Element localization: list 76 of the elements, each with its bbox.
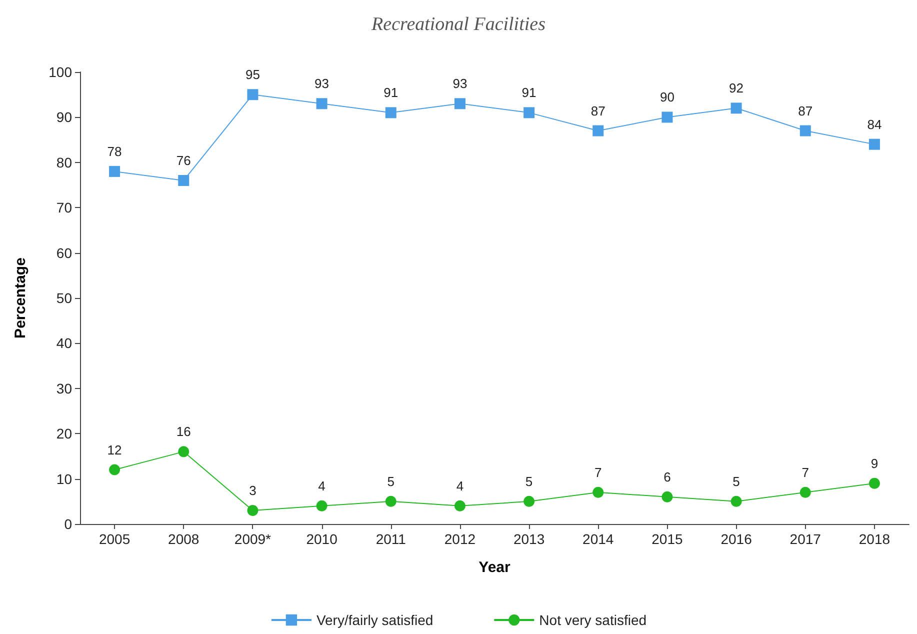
data-label: 87 <box>590 103 606 118</box>
point <box>385 107 396 118</box>
data-label: 76 <box>176 152 191 168</box>
point <box>662 112 673 123</box>
point <box>730 102 742 114</box>
data-label: 4 <box>318 478 326 494</box>
point <box>109 166 120 177</box>
data-label: 5 <box>387 474 394 489</box>
point <box>800 125 811 136</box>
point <box>316 98 328 110</box>
data-label: 3 <box>249 482 256 498</box>
x-tick-label: 2009* <box>234 531 272 547</box>
data-label: 93 <box>314 76 330 92</box>
point <box>385 496 396 507</box>
x-tick-label: 2013 <box>513 531 545 547</box>
x-tick-label: 2012 <box>444 531 476 547</box>
y-axis-title: Percentage <box>12 258 29 338</box>
y-tick-label: 50 <box>56 290 72 306</box>
y-tick-label: 0 <box>64 516 72 532</box>
x-tick-label: 2017 <box>790 531 822 547</box>
data-label: 91 <box>522 85 536 100</box>
data-label: 9 <box>870 456 878 471</box>
data-label: 84 <box>867 116 882 132</box>
point <box>592 486 604 498</box>
point <box>662 491 673 502</box>
y-tick-label: 40 <box>56 335 72 352</box>
point <box>524 107 535 118</box>
data-label: 5 <box>732 474 740 489</box>
x-tick-label: 2018 <box>858 531 890 547</box>
x-tick-label: 2010 <box>306 531 338 547</box>
point <box>800 486 811 498</box>
data-label: 16 <box>176 424 191 440</box>
y-tick-label: 100 <box>48 64 72 80</box>
data-label: 12 <box>107 442 122 458</box>
y-tick-label: 10 <box>56 470 72 487</box>
point <box>178 174 190 186</box>
data-label: 4 <box>456 478 464 494</box>
point <box>454 98 466 110</box>
y-tick-label: 30 <box>56 380 72 396</box>
point <box>316 500 328 512</box>
point <box>247 504 258 516</box>
point <box>868 478 880 489</box>
data-label: 87 <box>798 103 813 118</box>
data-label: 6 <box>664 469 671 484</box>
data-label: 5 <box>525 474 533 489</box>
y-tick-label: 80 <box>56 154 72 170</box>
legend-label: Very/fairly satisfied <box>316 612 434 628</box>
data-label: 91 <box>384 85 398 100</box>
x-tick-label: 2008 <box>168 531 200 547</box>
point <box>868 138 880 150</box>
point <box>730 496 742 507</box>
point <box>109 464 120 476</box>
point <box>524 496 535 507</box>
data-label: 93 <box>452 76 468 92</box>
x-tick-label: 2011 <box>376 531 406 547</box>
data-label: 7 <box>802 464 809 480</box>
point <box>454 500 466 512</box>
data-label: 78 <box>107 144 122 159</box>
y-tick-label: 20 <box>56 426 72 442</box>
x-tick-label: 2014 <box>582 531 614 547</box>
data-label: 90 <box>660 90 674 105</box>
x-tick-label: 2016 <box>720 531 752 547</box>
x-tick-label: 2005 <box>98 531 130 547</box>
data-label: 92 <box>729 80 744 96</box>
y-tick-label: 90 <box>56 109 72 126</box>
x-axis-title: Year <box>478 559 511 576</box>
point <box>592 125 604 136</box>
chart-title: Recreational Facilities <box>370 14 546 35</box>
legend-label: Not very satisfied <box>539 612 647 628</box>
data-label: 7 <box>594 464 602 480</box>
point <box>247 89 258 100</box>
point <box>178 446 190 458</box>
data-label: 95 <box>245 67 260 82</box>
y-tick-label: 60 <box>56 244 72 261</box>
x-tick-label: 2015 <box>652 531 683 547</box>
y-tick-label: 70 <box>56 200 72 216</box>
